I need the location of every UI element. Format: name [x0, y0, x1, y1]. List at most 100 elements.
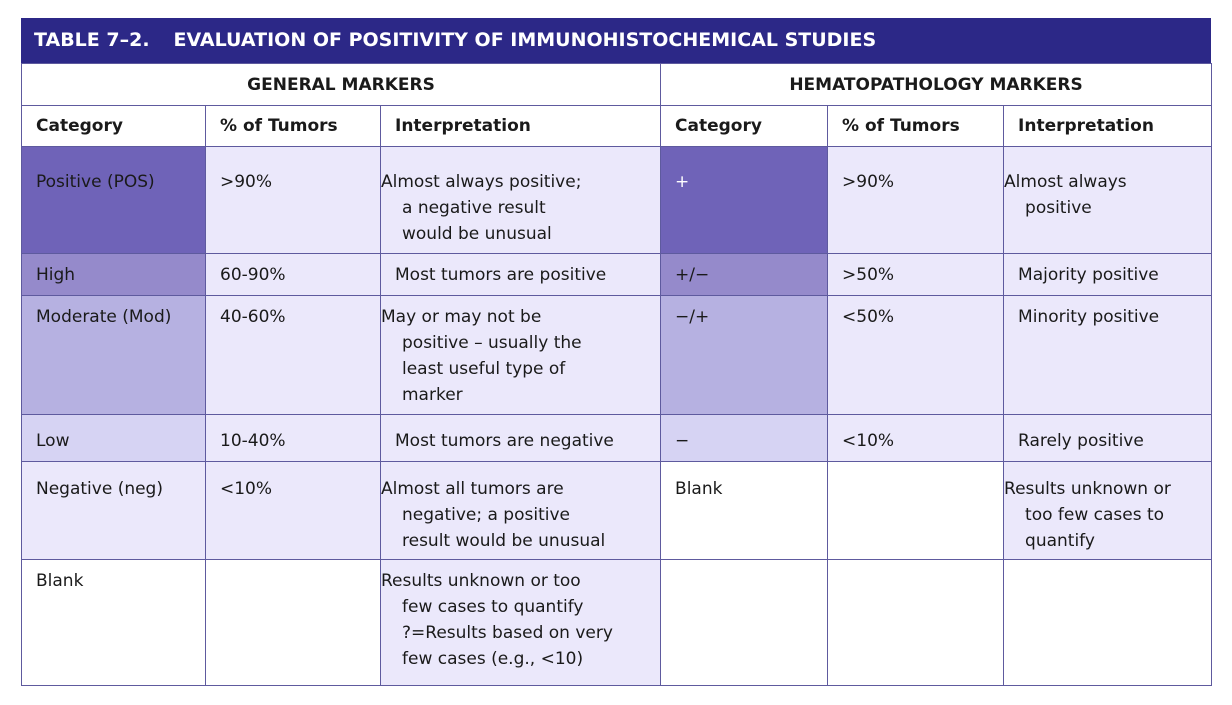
percent-cell [827, 559, 1005, 686]
line: few cases (e.g., <10) [402, 649, 584, 669]
cell-text: 10-40% [220, 431, 286, 451]
category-cell: Blank [21, 559, 206, 686]
interpretation-cell: Minority positive [1003, 295, 1213, 415]
column-header: Interpretation [379, 105, 662, 147]
table-row: Negative (neg) <10% Almost all tumors ar… [21, 461, 1213, 560]
line: least useful type of [402, 359, 566, 379]
group-general-markers: GENERAL MARKERS [20, 63, 662, 106]
percent-cell: 60-90% [205, 253, 381, 296]
line: result would be unusual [402, 531, 606, 551]
percent-cell: >50% [827, 253, 1005, 296]
cell-text: − [675, 431, 690, 451]
group-hematopathology-markers: HEMATOPATHOLOGY MARKERS [660, 63, 1213, 106]
interpretation-cell: Most tumors are positive [379, 253, 662, 296]
cell-text [661, 560, 827, 568]
interpretation-cell: Results unknown or too few cases to quanti… [1003, 461, 1213, 560]
line: few cases to quantify [402, 597, 584, 617]
category-cell: + [660, 146, 829, 254]
category-cell: Positive (POS) [21, 146, 206, 254]
interpretation-cell: Results unknown or too few cases to quant… [379, 559, 662, 686]
interpretation-cell: Almost all tumors are negative; a positiv… [379, 461, 662, 560]
table-title: EVALUATION OF POSITIVITY OF IMMUNOHISTOC… [173, 29, 877, 51]
cell-text: <10% [220, 479, 273, 499]
percent-cell: >90% [205, 146, 381, 254]
category-cell: Blank [660, 461, 829, 560]
cell-text: Low [36, 431, 70, 451]
line: Results unknown or [1004, 479, 1171, 499]
cell-text: Almost always positive; a negative result… [381, 147, 660, 247]
cell-text: <50% [842, 307, 895, 327]
column-header: % of Tumors [205, 105, 381, 147]
category-cell: −/+ [660, 295, 829, 415]
cell-text: >90% [842, 172, 895, 192]
table-row: High 60-90% Most tumors are positive +/−… [21, 253, 1213, 296]
cell-text: May or may not be positive – usually the l… [381, 296, 660, 408]
table-row: Low 10-40% Most tumors are negative − <1… [21, 414, 1213, 462]
line: too few cases to [1025, 505, 1165, 525]
cell-text: Negative (neg) [36, 479, 163, 499]
table-row: Positive (POS) >90% Almost always positi… [21, 146, 1213, 254]
category-cell: Negative (neg) [21, 461, 206, 560]
interpretation-cell [1003, 559, 1213, 686]
line: Almost all tumors are [381, 479, 564, 499]
line: ?=Results based on very [402, 623, 613, 643]
table-number: TABLE 7–2. [34, 29, 150, 51]
interpretation-cell: May or may not be positive – usually the l… [379, 295, 662, 415]
cell-text: >50% [842, 265, 895, 285]
table-row: Moderate (Mod) 40-60% May or may not be p… [21, 295, 1213, 415]
cell-text: <10% [842, 431, 895, 451]
table-title-bar: TABLE 7–2. EVALUATION OF POSITIVITY OF IM… [21, 18, 1211, 63]
column-header: Category [660, 105, 829, 147]
cell-text: >90% [220, 172, 273, 192]
cell-text: −/+ [675, 307, 710, 327]
cell-text: Rarely positive [1018, 431, 1144, 451]
cell-text: Moderate (Mod) [36, 307, 172, 327]
percent-cell: 10-40% [205, 414, 381, 462]
cell-text: Minority positive [1018, 307, 1160, 327]
category-cell: Low [21, 414, 206, 462]
interpretation-cell: Rarely positive [1003, 414, 1213, 462]
line: positive – usually the [402, 333, 582, 353]
percent-cell: <50% [827, 295, 1005, 415]
cell-text: Most tumors are negative [395, 431, 614, 451]
cell-text: Blank [36, 571, 84, 591]
cell-text: 40-60% [220, 307, 286, 327]
percent-cell: >90% [827, 146, 1005, 254]
positivity-table: GENERAL MARKERS HEMATOPATHOLOGY MARKERS … [20, 63, 1213, 686]
cell-text: Almost all tumors are negative; a positiv… [381, 462, 660, 554]
line: would be unusual [402, 224, 552, 244]
line: a negative result [402, 198, 546, 218]
cell-text: Blank [675, 479, 723, 499]
category-cell: − [660, 414, 829, 462]
table-row: Blank Results unknown or too few cases to… [21, 559, 1213, 686]
cell-text: Majority positive [1018, 265, 1159, 285]
line: positive [1025, 198, 1092, 218]
cell-text: High [36, 265, 76, 285]
interpretation-cell: Almost always positive; a negative result… [379, 146, 662, 254]
cell-text: Results unknown or too few cases to quanti… [1004, 462, 1211, 554]
percent-cell [205, 559, 381, 686]
ihc-positivity-table-container: TABLE 7–2. EVALUATION OF POSITIVITY OF IM… [20, 18, 1213, 686]
cell-text: Positive (POS) [36, 172, 155, 192]
column-header: % of Tumors [827, 105, 1005, 147]
percent-cell: <10% [827, 414, 1005, 462]
cell-text: 60-90% [220, 265, 286, 285]
interpretation-cell: Almost always positive [1003, 146, 1213, 254]
cell-text: +/− [675, 265, 710, 285]
percent-cell: 40-60% [205, 295, 381, 415]
cell-text: Almost always positive [1004, 147, 1211, 221]
interpretation-cell: Majority positive [1003, 253, 1213, 296]
cell-text: Most tumors are positive [395, 265, 607, 285]
line: quantify [1025, 531, 1095, 551]
category-cell: +/− [660, 253, 829, 296]
line: May or may not be [381, 307, 542, 327]
cell-text: + [675, 172, 690, 192]
line: Results unknown or too [381, 571, 581, 591]
percent-cell [827, 461, 1005, 560]
cell-text [1004, 560, 1211, 568]
column-header: Category [21, 105, 206, 147]
cell-text [828, 560, 1003, 568]
line: Almost always [1004, 172, 1127, 192]
percent-cell: <10% [205, 461, 381, 560]
category-cell: Moderate (Mod) [21, 295, 206, 415]
